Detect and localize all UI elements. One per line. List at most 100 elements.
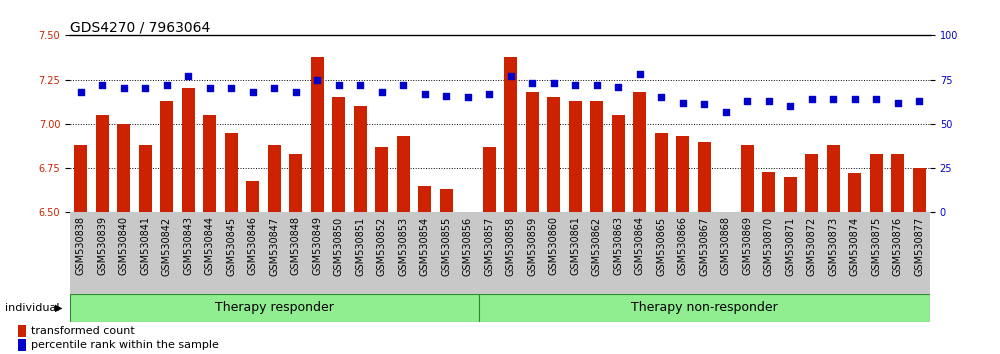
Point [331, 82, 347, 88]
Point [718, 109, 734, 114]
Bar [203, 115, 216, 212]
Bar [18, 339, 26, 352]
Bar [182, 88, 195, 212]
Point [94, 82, 110, 88]
Bar [891, 154, 904, 212]
Bar [160, 101, 173, 212]
Point [417, 91, 433, 97]
Bar [633, 92, 646, 212]
Point [675, 100, 691, 105]
Point [116, 86, 132, 91]
Bar [246, 181, 259, 212]
Text: GSM530876: GSM530876 [893, 216, 903, 276]
Bar [483, 147, 496, 212]
Point [524, 80, 540, 86]
Text: GSM530864: GSM530864 [635, 216, 645, 275]
Text: GSM530863: GSM530863 [613, 216, 623, 275]
Bar [612, 115, 625, 212]
Text: GSM530843: GSM530843 [183, 216, 193, 275]
Point [202, 86, 218, 91]
Text: GDS4270 / 7963064: GDS4270 / 7963064 [70, 20, 210, 34]
Bar [289, 154, 302, 212]
Bar [96, 115, 109, 212]
Text: GSM530874: GSM530874 [850, 216, 860, 276]
Point [374, 89, 390, 95]
Bar [827, 145, 840, 212]
Bar [590, 101, 603, 212]
Text: GSM530867: GSM530867 [699, 216, 709, 276]
Text: GSM530872: GSM530872 [807, 216, 817, 276]
Bar [655, 133, 668, 212]
Point [632, 72, 648, 77]
Text: GSM530852: GSM530852 [377, 216, 387, 276]
Bar [375, 147, 388, 212]
Bar [139, 145, 152, 212]
Text: GSM530847: GSM530847 [269, 216, 279, 276]
Bar [526, 92, 539, 212]
Text: GSM530857: GSM530857 [484, 216, 494, 276]
Bar [117, 124, 130, 212]
Text: GSM530860: GSM530860 [549, 216, 559, 275]
Point [503, 73, 519, 79]
Point [610, 84, 626, 90]
Bar [18, 325, 26, 337]
Text: GSM530875: GSM530875 [871, 216, 881, 276]
Bar [397, 136, 410, 212]
Point [589, 82, 605, 88]
Text: GSM530854: GSM530854 [420, 216, 430, 276]
Point [847, 96, 863, 102]
Bar [870, 154, 883, 212]
Text: individual: individual [5, 303, 60, 313]
Point [395, 82, 411, 88]
Point [653, 95, 669, 100]
Bar [74, 145, 87, 212]
Text: GSM530858: GSM530858 [506, 216, 516, 276]
Point [782, 103, 798, 109]
Bar [479, 294, 930, 322]
Text: GSM530873: GSM530873 [828, 216, 838, 276]
Text: GSM530861: GSM530861 [570, 216, 580, 275]
Bar [332, 97, 345, 212]
Text: GSM530841: GSM530841 [140, 216, 150, 275]
Point [739, 98, 755, 104]
Text: percentile rank within the sample: percentile rank within the sample [31, 341, 219, 350]
Point [137, 86, 153, 91]
Point [911, 98, 927, 104]
Bar [268, 145, 281, 212]
Point [223, 86, 239, 91]
Text: GSM530838: GSM530838 [76, 216, 86, 275]
Bar [547, 97, 560, 212]
Bar [676, 136, 689, 212]
Text: GSM530862: GSM530862 [592, 216, 602, 276]
Bar [70, 294, 479, 322]
Point [309, 77, 325, 82]
Text: GSM530839: GSM530839 [97, 216, 107, 275]
Text: GSM530846: GSM530846 [248, 216, 258, 275]
Text: GSM530845: GSM530845 [226, 216, 236, 276]
Text: GSM530853: GSM530853 [398, 216, 408, 276]
Text: Therapy non-responder: Therapy non-responder [631, 302, 778, 314]
Text: GSM530848: GSM530848 [291, 216, 301, 275]
Point [73, 89, 89, 95]
Point [266, 86, 282, 91]
Bar [848, 173, 861, 212]
Point [761, 98, 777, 104]
Point [288, 89, 304, 95]
Text: GSM530851: GSM530851 [355, 216, 365, 276]
Text: GSM530856: GSM530856 [463, 216, 473, 276]
Point [438, 93, 454, 98]
Bar [698, 142, 711, 212]
Text: GSM530849: GSM530849 [312, 216, 322, 275]
Bar [762, 172, 775, 212]
Point [567, 82, 583, 88]
Text: Therapy responder: Therapy responder [215, 302, 334, 314]
Text: transformed count: transformed count [31, 326, 135, 336]
Bar [741, 145, 754, 212]
Text: GSM530850: GSM530850 [334, 216, 344, 276]
Text: GSM530842: GSM530842 [162, 216, 172, 276]
Point [159, 82, 175, 88]
Text: GSM530870: GSM530870 [764, 216, 774, 276]
Bar [311, 57, 324, 212]
Point [352, 82, 368, 88]
Bar [418, 186, 431, 212]
